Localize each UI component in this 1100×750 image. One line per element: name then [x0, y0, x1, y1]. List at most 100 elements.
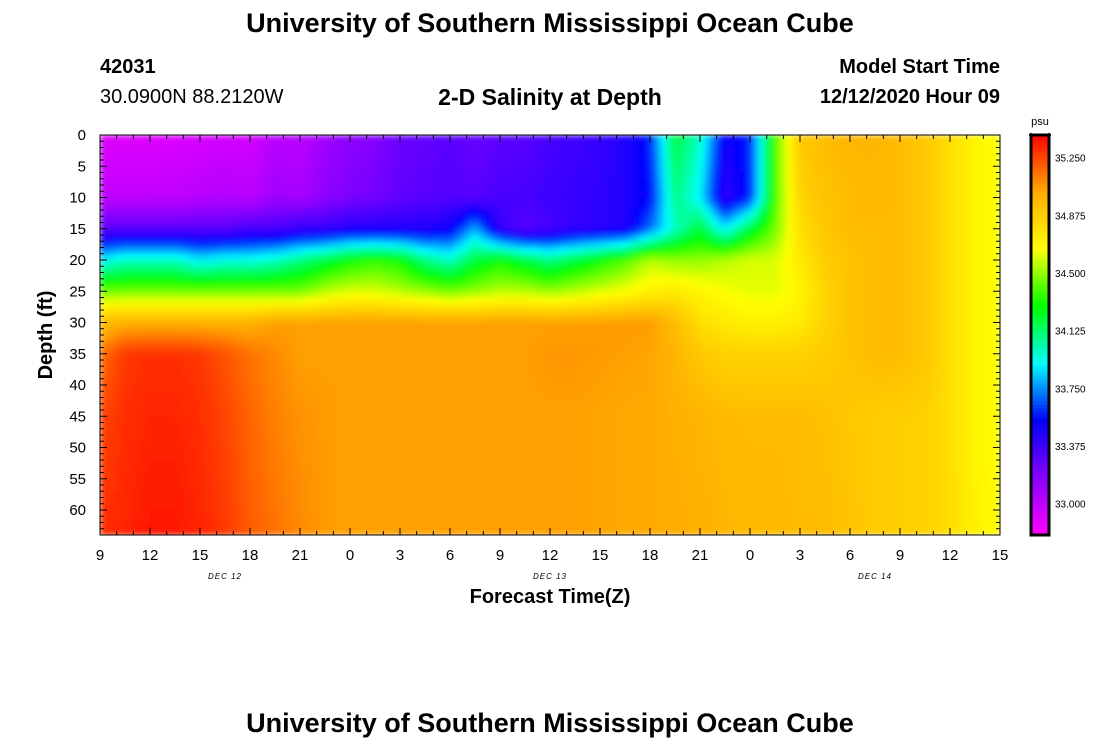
heatmap-cell: [600, 216, 606, 224]
heatmap-cell: [630, 260, 636, 267]
heatmap-cell: [510, 135, 516, 142]
heatmap-cell: [615, 260, 621, 267]
heatmap-cell: [185, 241, 191, 249]
heatmap-cell: [620, 303, 626, 311]
heatmap-cell: [580, 235, 586, 242]
heatmap-cell: [990, 178, 996, 186]
heatmap-cell: [225, 266, 231, 274]
heatmap-cell: [365, 253, 371, 261]
heatmap-cell: [905, 135, 911, 142]
heatmap-cell: [710, 285, 716, 292]
heatmap-cell: [920, 291, 926, 299]
heatmap-cell: [825, 228, 831, 236]
heatmap-cell: [145, 216, 151, 224]
heatmap-cell: [790, 266, 796, 274]
heatmap-cell: [335, 210, 341, 217]
heatmap-cell: [895, 253, 901, 261]
heatmap-cell: [895, 135, 901, 142]
heatmap-cell: [665, 266, 671, 274]
heatmap-cell: [705, 260, 711, 267]
heatmap-cell: [390, 303, 396, 311]
heatmap-cell: [550, 266, 556, 274]
heatmap-cell: [490, 210, 496, 217]
heatmap-cell: [215, 222, 221, 230]
heatmap-cell: [565, 160, 571, 167]
heatmap-cell: [590, 191, 596, 199]
heatmap-cell: [750, 222, 756, 230]
heatmap-cell: [550, 135, 556, 142]
heatmap-cell: [895, 297, 901, 305]
heatmap-cell: [720, 178, 726, 186]
heatmap-cell: [975, 172, 981, 180]
heatmap-cell: [755, 141, 761, 149]
heatmap-cell: [635, 191, 641, 199]
heatmap-cell: [890, 191, 896, 199]
heatmap-cell: [140, 303, 146, 311]
heatmap-cell: [135, 172, 141, 180]
heatmap-cell: [345, 272, 351, 280]
heatmap-cell: [345, 135, 351, 142]
heatmap-cell: [375, 241, 381, 249]
heatmap-cell: [280, 260, 286, 267]
heatmap-cell: [330, 141, 336, 149]
heatmap-cell: [425, 241, 431, 249]
heatmap-cell: [240, 247, 246, 255]
heatmap-cell: [665, 141, 671, 149]
heatmap-cell: [915, 166, 921, 174]
heatmap-cell: [365, 235, 371, 242]
heatmap-cell: [770, 197, 776, 205]
heatmap-cell: [940, 135, 946, 142]
heatmap-cell: [225, 141, 231, 149]
heatmap-cell: [715, 303, 721, 311]
heatmap-cell: [410, 222, 416, 230]
heatmap-cell: [120, 135, 126, 142]
heatmap-cell: [505, 147, 511, 155]
heatmap-cell: [360, 197, 366, 205]
heatmap-cell: [235, 191, 241, 199]
heatmap-cell: [310, 297, 316, 305]
heatmap-cell: [665, 291, 671, 299]
heatmap-cell: [180, 272, 186, 280]
heatmap-cell: [465, 191, 471, 199]
heatmap-cell: [710, 266, 716, 274]
heatmap-cell: [520, 166, 526, 174]
heatmap-cell: [590, 222, 596, 230]
heatmap-cell: [195, 260, 201, 267]
heatmap-cell: [675, 141, 681, 149]
heatmap-cell: [440, 247, 446, 255]
heatmap-cell: [175, 260, 181, 267]
heatmap-cell: [275, 253, 281, 261]
heatmap-cell: [610, 272, 616, 280]
heatmap-cell: [160, 160, 166, 167]
heatmap-cell: [665, 191, 671, 199]
heatmap-cell: [950, 297, 956, 305]
heatmap-cell: [960, 272, 966, 280]
heatmap-cell: [980, 272, 986, 280]
heatmap-cell: [825, 216, 831, 224]
heatmap-cell: [620, 285, 626, 292]
heatmap-cell: [720, 166, 726, 174]
heatmap-cell: [180, 253, 186, 261]
heatmap-cell: [515, 253, 521, 261]
heatmap-cell: [695, 135, 701, 142]
heatmap-cell: [185, 291, 191, 299]
heatmap-cell: [525, 241, 531, 249]
heatmap-cell: [405, 153, 411, 161]
heatmap-cell: [885, 197, 891, 205]
heatmap-cell: [875, 253, 881, 261]
heatmap-cell: [885, 153, 891, 161]
heatmap-cell: [675, 197, 681, 205]
heatmap-cell: [415, 228, 421, 236]
heatmap-cell: [840, 178, 846, 186]
heatmap-cell: [835, 185, 841, 192]
heatmap-cell: [930, 197, 936, 205]
heatmap-cell: [710, 197, 716, 205]
heatmap-cell: [350, 266, 356, 274]
heatmap-cell: [875, 210, 881, 217]
heatmap-cell: [875, 203, 881, 211]
heatmap-cell: [940, 203, 946, 211]
heatmap-cell: [655, 160, 661, 167]
heatmap-cell: [790, 172, 796, 180]
heatmap-cell: [395, 222, 401, 230]
heatmap-cell: [725, 178, 731, 186]
